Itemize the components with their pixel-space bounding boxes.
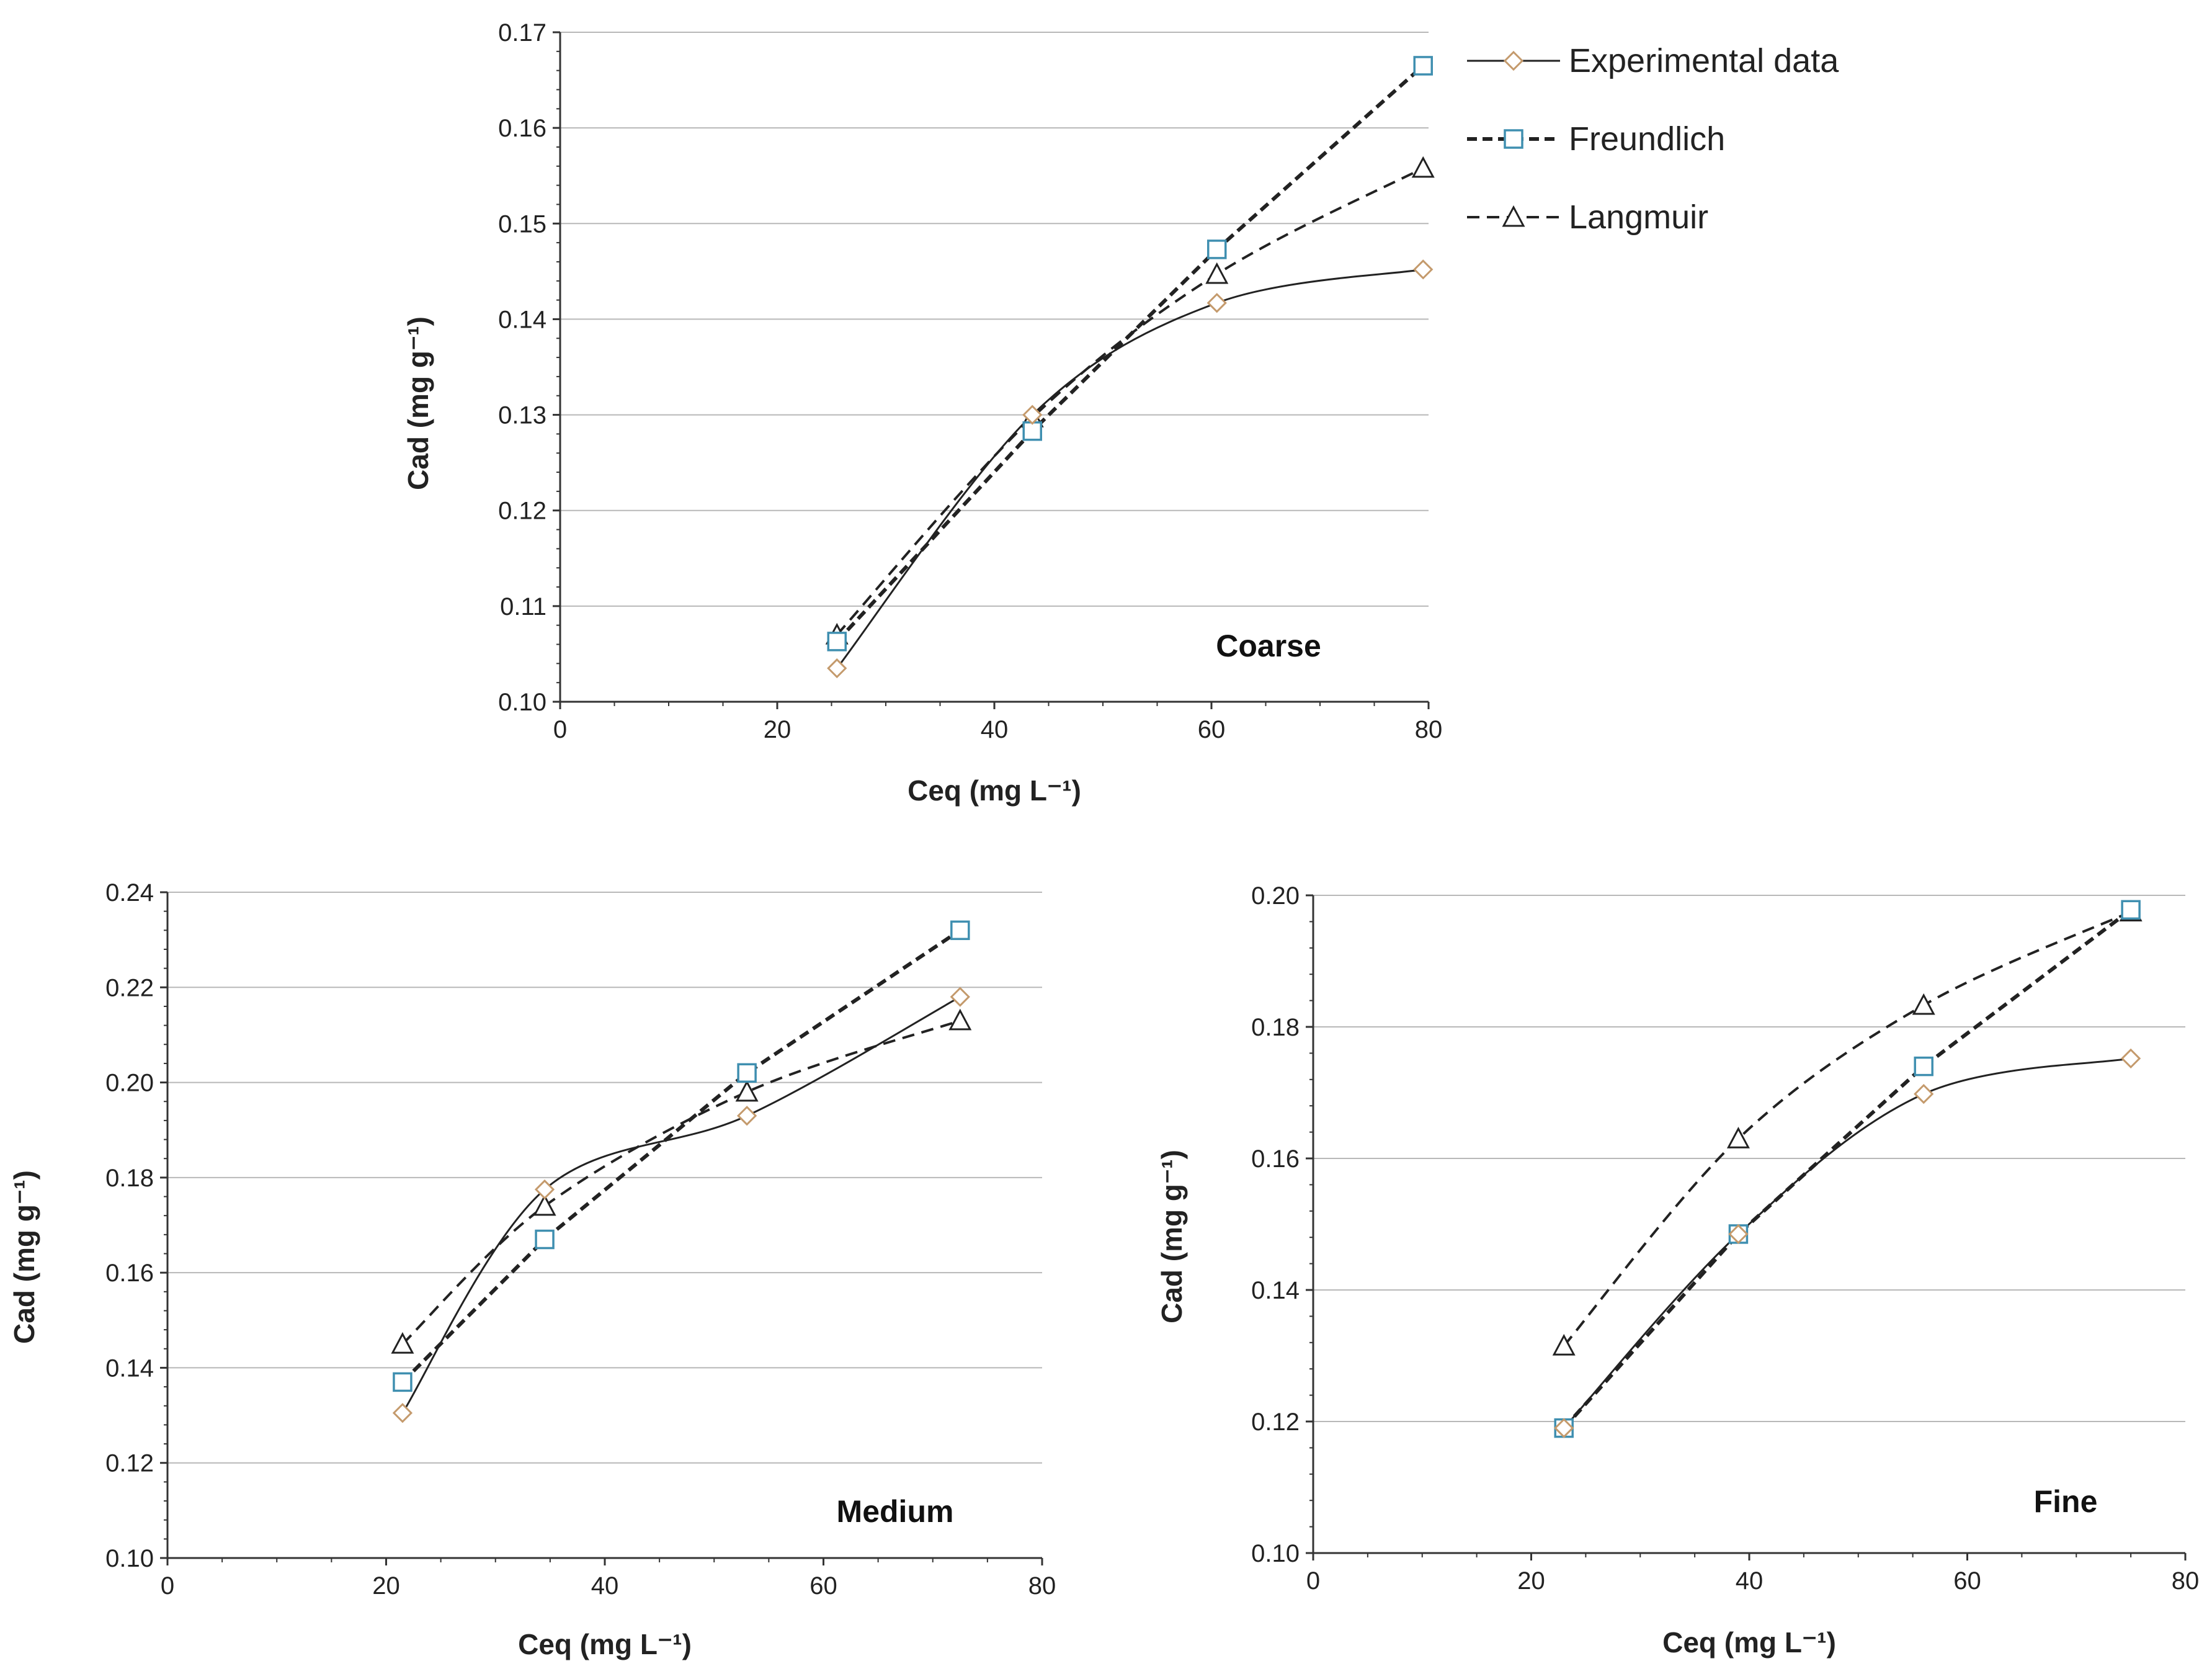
x-tick-label: 60 — [1198, 716, 1226, 743]
x-tick-label: 60 — [1953, 1567, 1981, 1595]
x-tick-label: 20 — [764, 716, 792, 743]
x-tick-label: 0 — [161, 1572, 174, 1600]
series-line-freundlich — [836, 64, 1425, 643]
point-freundlich — [535, 1229, 555, 1250]
x-tick-label: 0 — [1306, 1567, 1320, 1595]
point-langmuir — [948, 1008, 972, 1031]
y-tick-label: 0.16 — [105, 1260, 154, 1287]
x-tick-label: 40 — [1736, 1567, 1764, 1595]
x-tick-label: 0 — [553, 716, 567, 743]
point-experimental-data — [534, 1179, 555, 1200]
panel-label: Medium — [837, 1494, 954, 1529]
point-langmuir — [1411, 156, 1435, 178]
series-line-langmuir — [401, 1019, 961, 1345]
legend-label-langmuir: Langmuir — [1569, 199, 1708, 236]
legend-label-freundlich: Freundlich — [1569, 120, 1725, 158]
x-axis-title: Ceq (mg L⁻¹) — [518, 1628, 692, 1660]
point-experimental-data — [1206, 293, 1227, 313]
y-tick-label: 0.20 — [105, 1070, 154, 1097]
point-langmuir — [735, 1080, 759, 1102]
point-langmuir — [1205, 262, 1229, 284]
point-experimental-data — [737, 1106, 757, 1126]
point-langmuir — [1912, 993, 1935, 1015]
y-tick-label: 0.14 — [498, 306, 546, 333]
point-experimental-data — [1914, 1083, 1934, 1104]
legend-marker-langmuir — [1502, 205, 1525, 227]
y-tick-label: 0.12 — [498, 498, 546, 525]
panel-label: Coarse — [1216, 629, 1321, 663]
point-langmuir — [533, 1194, 556, 1216]
chart-coarse: 0.10 0.11 0.12 0.13 0.14 0.15 0.16 0.17 0 20 40 60 8… — [402, 19, 1442, 807]
legend: Experimental data Freundlich Langmuir — [1467, 42, 1839, 236]
y-tick-label: 0.10 — [1251, 1540, 1300, 1567]
y-tick-label: 0.16 — [498, 115, 546, 142]
x-tick-label: 40 — [591, 1572, 619, 1600]
point-freundlich — [1207, 240, 1227, 259]
y-tick-label: 0.10 — [498, 689, 546, 716]
y-tick-label: 0.13 — [498, 402, 546, 429]
point-experimental-data — [392, 1403, 413, 1423]
y-tick-label: 0.22 — [105, 974, 154, 1001]
point-experimental-data — [1413, 259, 1434, 280]
point-freundlich — [393, 1372, 413, 1392]
series-line-experimental-data — [836, 268, 1424, 669]
y-tick-label: 0.12 — [1251, 1408, 1300, 1436]
y-tick-label: 0.16 — [1251, 1145, 1300, 1173]
legend-marker-freundlich — [1504, 129, 1523, 149]
y-tick-label: 0.14 — [105, 1354, 154, 1382]
series-line-langmuir — [836, 167, 1424, 636]
panel-label: Fine — [2034, 1484, 2098, 1519]
point-experimental-data — [1728, 1224, 1749, 1245]
point-freundlich — [950, 920, 970, 941]
y-tick-label: 0.12 — [105, 1450, 154, 1477]
point-freundlich — [737, 1063, 757, 1083]
y-tick-label: 0.18 — [1251, 1014, 1300, 1041]
point-freundlich — [1022, 421, 1042, 441]
y-axis-title: Cad (mg g⁻¹) — [402, 316, 434, 490]
y-axis-title: Cad (mg g⁻¹) — [8, 1170, 40, 1344]
series-line-experimental-data — [401, 996, 961, 1414]
y-tick-label: 0.14 — [1251, 1277, 1300, 1304]
point-experimental-data — [2121, 1048, 2141, 1069]
x-axis-title: Ceq (mg L⁻¹) — [908, 774, 1081, 807]
point-langmuir — [391, 1332, 414, 1354]
legend-marker-experimental-data — [1503, 50, 1524, 71]
y-axis-title: Cad (mg g⁻¹) — [1156, 1150, 1188, 1323]
point-experimental-data — [950, 987, 970, 1007]
chart-fine: 0.10 0.12 0.14 0.16 0.18 0.20 0 20 40 60 80 Ceq (mg… — [1156, 882, 2199, 1659]
point-freundlich — [1914, 1056, 1933, 1077]
x-tick-label: 80 — [2172, 1567, 2200, 1595]
series-line-experimental-data — [1563, 1057, 2131, 1429]
point-experimental-data — [827, 658, 847, 679]
point-experimental-data — [1554, 1418, 1574, 1438]
point-experimental-data — [1022, 405, 1043, 425]
chart-medium: 0.10 0.12 0.14 0.16 0.18 0.20 0.22 0.24 0 20 40 60 8… — [8, 879, 1056, 1660]
series-line-freundlich — [401, 928, 961, 1384]
y-tick-label: 0.24 — [105, 879, 154, 907]
point-langmuir — [1726, 1127, 1750, 1148]
y-tick-label: 0.17 — [498, 19, 546, 47]
series-line-freundlich — [1562, 908, 2132, 1430]
point-langmuir — [1552, 1333, 1576, 1356]
y-tick-label: 0.10 — [105, 1545, 154, 1572]
x-tick-label: 60 — [809, 1572, 837, 1600]
x-tick-label: 20 — [372, 1572, 400, 1600]
x-tick-label: 40 — [981, 716, 1009, 743]
x-tick-label: 80 — [1028, 1572, 1056, 1600]
point-freundlich — [1413, 56, 1433, 76]
y-tick-label: 0.20 — [1251, 882, 1300, 910]
series-line-langmuir — [1563, 910, 2131, 1347]
x-axis-title: Ceq (mg L⁻¹) — [1662, 1626, 1836, 1659]
y-tick-label: 0.15 — [498, 210, 546, 238]
legend-label-experimental-data: Experimental data — [1569, 42, 1839, 79]
point-freundlich — [827, 632, 847, 651]
y-tick-label: 0.18 — [105, 1165, 154, 1192]
x-tick-label: 20 — [1517, 1567, 1545, 1595]
x-tick-label: 80 — [1415, 716, 1443, 743]
point-freundlich — [2121, 900, 2141, 920]
y-tick-label: 0.11 — [500, 593, 546, 620]
